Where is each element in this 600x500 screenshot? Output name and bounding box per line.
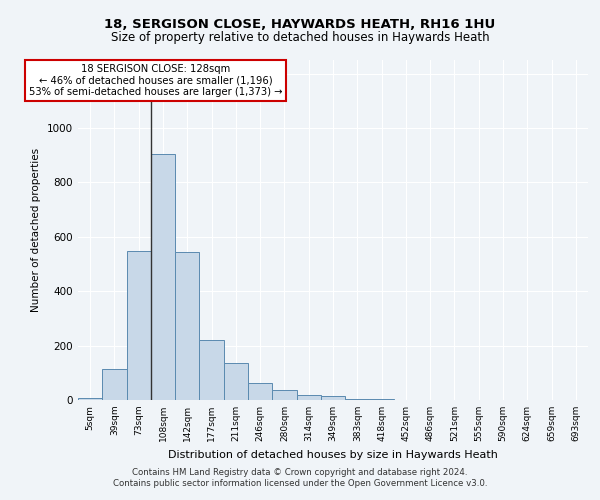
Bar	[151, 154, 175, 400]
Text: 18, SERGISON CLOSE, HAYWARDS HEATH, RH16 1HU: 18, SERGISON CLOSE, HAYWARDS HEATH, RH16…	[104, 18, 496, 30]
Bar	[345, 398, 370, 400]
Bar	[224, 364, 248, 400]
Bar	[272, 390, 296, 400]
Bar	[78, 398, 102, 400]
Bar	[199, 340, 224, 400]
Bar	[321, 396, 345, 400]
Text: 18 SERGISON CLOSE: 128sqm
← 46% of detached houses are smaller (1,196)
53% of se: 18 SERGISON CLOSE: 128sqm ← 46% of detac…	[29, 64, 283, 98]
Bar	[102, 368, 127, 400]
Bar	[248, 383, 272, 400]
Bar	[296, 395, 321, 400]
Y-axis label: Number of detached properties: Number of detached properties	[31, 148, 41, 312]
Bar	[127, 251, 151, 400]
Bar	[175, 252, 199, 400]
Text: Contains HM Land Registry data © Crown copyright and database right 2024.
Contai: Contains HM Land Registry data © Crown c…	[113, 468, 487, 487]
Text: Size of property relative to detached houses in Haywards Heath: Size of property relative to detached ho…	[110, 31, 490, 44]
X-axis label: Distribution of detached houses by size in Haywards Heath: Distribution of detached houses by size …	[168, 450, 498, 460]
